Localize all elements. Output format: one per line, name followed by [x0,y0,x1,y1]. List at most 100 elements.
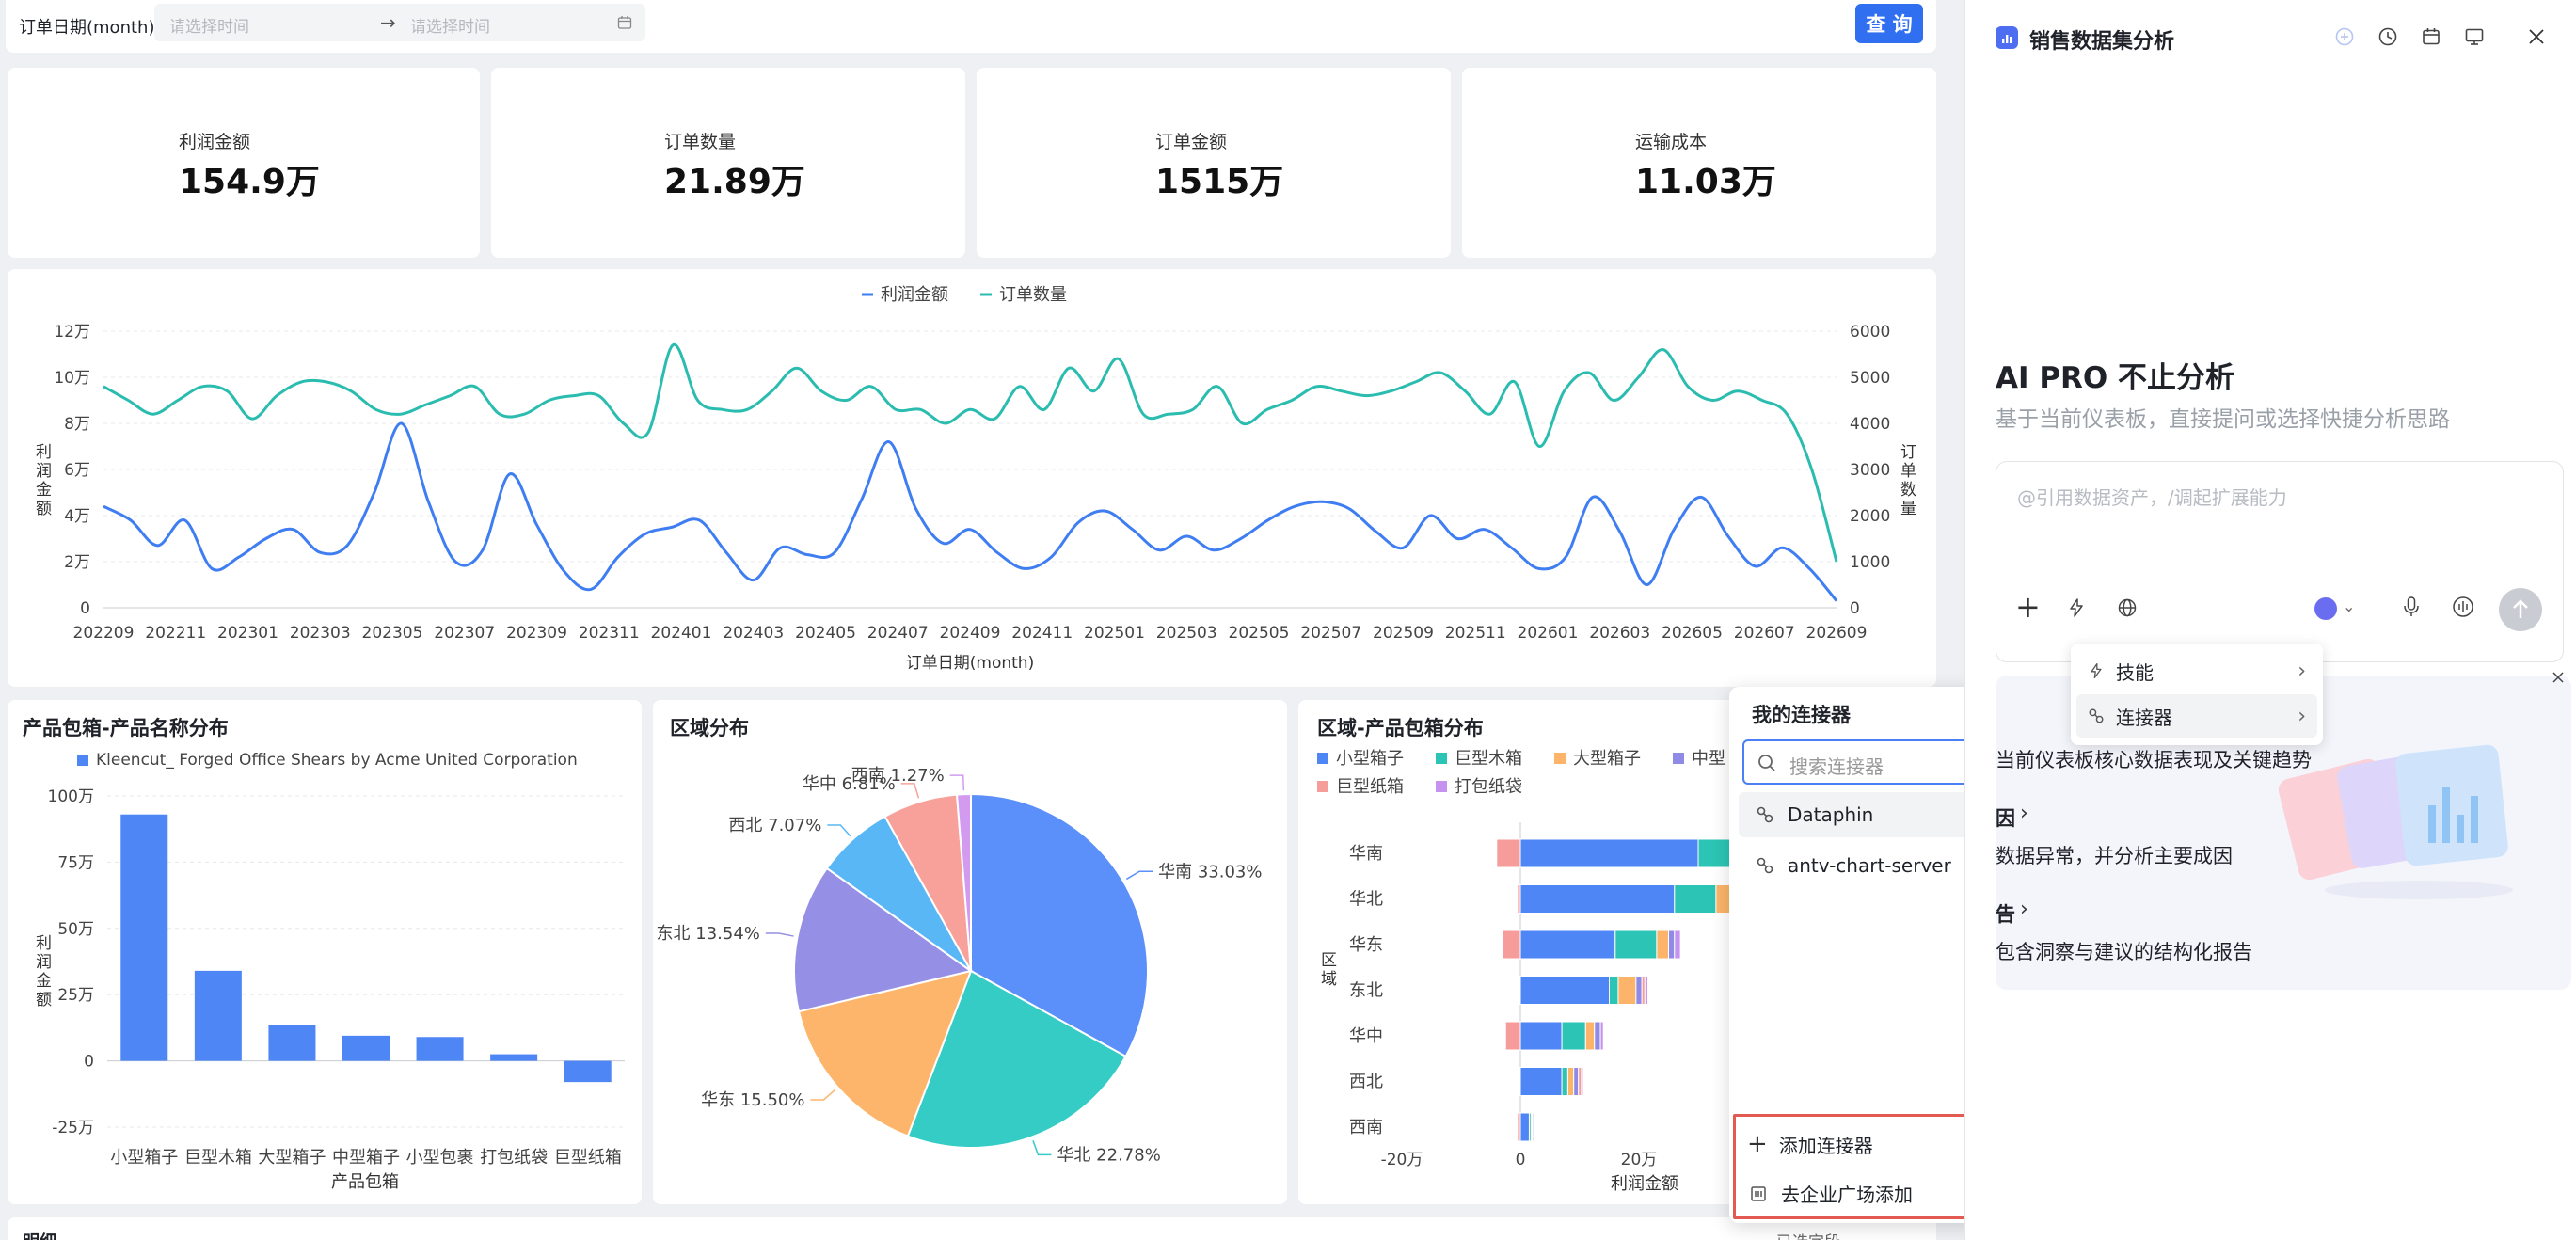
suggestion-desc[interactable]: 数据异常，并分析主要成因 [1996,845,2233,867]
menu-item-label: 连接器 [2116,706,2172,729]
legend-marker [1554,753,1566,764]
menu-item-skills[interactable]: 技能 › [2076,649,2317,692]
pie-label: 华中 6.81% [803,774,896,794]
ai-panel-logo-icon [1996,26,2018,49]
connector-item-antv[interactable]: antv-chart-server [1739,843,2060,888]
kpi-card-shipping: 运输成本 11.03万 [1462,68,1936,258]
y-tick-label: 华南 [1349,844,1383,864]
ai-subhead: 基于当前仪表板，直接提问或选择快捷分析思路 [1996,407,2450,432]
globe-icon[interactable] [2117,597,2138,618]
kpi-value: 154.9万 [179,163,320,201]
line-chart: 0 0 2万 1000 4万 2000 6万 3000 8万 4000 10万 5000 12万 6000… [36,285,1916,673]
x-tick-label: 202407 [867,624,929,643]
line-chart-card: 0 0 2万 1000 4万 2000 6万 3000 8万 4000 10万 5000 12万 6000… [8,269,1936,687]
suggestion-desc[interactable]: 包含洞察与建议的结构化报告 [1996,941,2252,963]
pie-leader-line [765,932,794,937]
legend-label: 巨型木箱 [1455,749,1522,769]
detail-strip-label: 明细 [23,1229,56,1240]
bar-segment [1668,930,1676,960]
skill-menu: 技能 › 连接器 › [2071,644,2323,745]
kpi-value: 11.03万 [1635,163,1776,201]
menu-item-connectors[interactable]: 连接器 › [2076,694,2317,738]
lightning-icon [2091,662,2102,679]
pie-label: 西北 7.07% [728,816,821,835]
connector-item-label: Dataphin [1788,803,1874,826]
plus-icon[interactable]: + [2015,589,2041,625]
suggestion-title[interactable]: 因 [1996,807,2015,830]
start-date-input[interactable]: 请选择时间 [169,18,249,37]
microphone-icon[interactable] [2401,596,2422,618]
chat-input-box[interactable]: @引用数据资产，/调起扩展能力 + ⌄ [1996,461,2564,662]
send-button[interactable] [2499,588,2542,631]
pie-leader-line [827,824,851,837]
chevron-right-icon: › [2298,704,2306,728]
bar-segment [1566,1067,1575,1096]
pie-slice [955,792,972,972]
menu-item-label: 技能 [2116,660,2154,684]
connector-item-label: antv-chart-server [1788,854,1951,877]
legend-label: 中型 [1692,749,1725,769]
legend-label: 利润金额 [881,285,948,305]
bar-segment [1561,1021,1586,1051]
bar-segment [1581,1067,1584,1096]
y-tick-label: 华东 [1349,935,1383,955]
y2-axis-title: 订单数量 [1900,443,1916,518]
pie-leader-line [949,774,965,791]
y-tick-label: 6万 [64,461,90,480]
x-tick-label: 巨型木箱 [184,1148,252,1168]
model-select[interactable]: ⌄ [2311,597,2363,620]
chevron-right-icon: › [2020,898,2028,921]
bar [342,1035,390,1061]
panel-title: 产品包箱-产品名称分布 [23,717,229,739]
panel-title: 区域分布 [670,717,749,739]
bar-segment [1519,976,1610,1005]
voice-wave-icon[interactable] [2452,596,2474,618]
close-icon[interactable] [2526,26,2547,47]
enterprise-market-label: 去企业广场添加 [1781,1183,1913,1206]
chat-input-placeholder[interactable]: @引用数据资产，/调起扩展能力 [2017,486,2287,509]
x-tick-label: 202305 [362,624,423,643]
calendar-icon[interactable] [2421,26,2441,47]
suggestion-desc[interactable]: 当前仪表板核心数据表现及关键趋势 [1996,749,2312,771]
x-tick-label: 202411 [1011,624,1073,643]
enterprise-market-button[interactable]: 去企业广场添加 [1736,1171,2044,1215]
date-range-picker[interactable]: 请选择时间 → 请选择时间 [154,4,645,41]
y-tick-label: 100万 [48,787,94,806]
dismiss-icon[interactable] [2551,670,2566,685]
calendar-icon[interactable] [617,15,632,30]
new-chat-icon[interactable] [2334,26,2355,47]
x-tick-label: 202509 [1373,624,1434,643]
pie-slice [970,792,1149,1058]
arrow-up-icon [2513,599,2528,618]
kpi-label: 利润金额 [179,132,251,152]
detail-strip-right[interactable]: 已选字段 [1776,1229,1840,1240]
y-axis-title: 利润金额 [36,934,52,1009]
bar-segment [1504,1021,1521,1051]
x-tick-label: 打包纸袋 [480,1148,548,1168]
lightning-icon[interactable] [2066,597,2087,618]
x-tick-label: 202403 [723,624,784,643]
connector-search-input[interactable]: 搜索连接器 [1789,755,1884,778]
suggestion-title[interactable]: 告 [1996,903,2015,926]
y-tick-label: -25万 [52,1119,94,1137]
building-icon [1751,1186,1766,1201]
y2-tick-label: 5000 [1850,369,1890,388]
history-icon[interactable] [2377,26,2398,47]
x-tick-label: 202409 [940,624,1001,643]
pie-leader-line [900,783,920,799]
x-tick-label: 202605 [1662,624,1723,643]
x-tick-label: 202609 [1806,624,1868,643]
model-icon [2314,597,2337,620]
analysis-illustration [2278,744,2513,899]
end-date-input[interactable]: 请选择时间 [410,18,490,37]
y-tick-label: 东北 [1349,981,1383,1001]
screen-icon[interactable] [2464,26,2485,47]
bar [268,1025,316,1061]
add-connector-button[interactable]: + 添加连接器 [1736,1122,2044,1166]
bar-segment [1519,1021,1563,1051]
query-button[interactable]: 查 询 [1855,4,1923,43]
y-tick-label: 西北 [1349,1073,1383,1092]
y2-tick-label: 1000 [1850,553,1890,572]
x-tick-label: 202601 [1518,624,1579,643]
kpi-value: 1515万 [1155,163,1284,201]
